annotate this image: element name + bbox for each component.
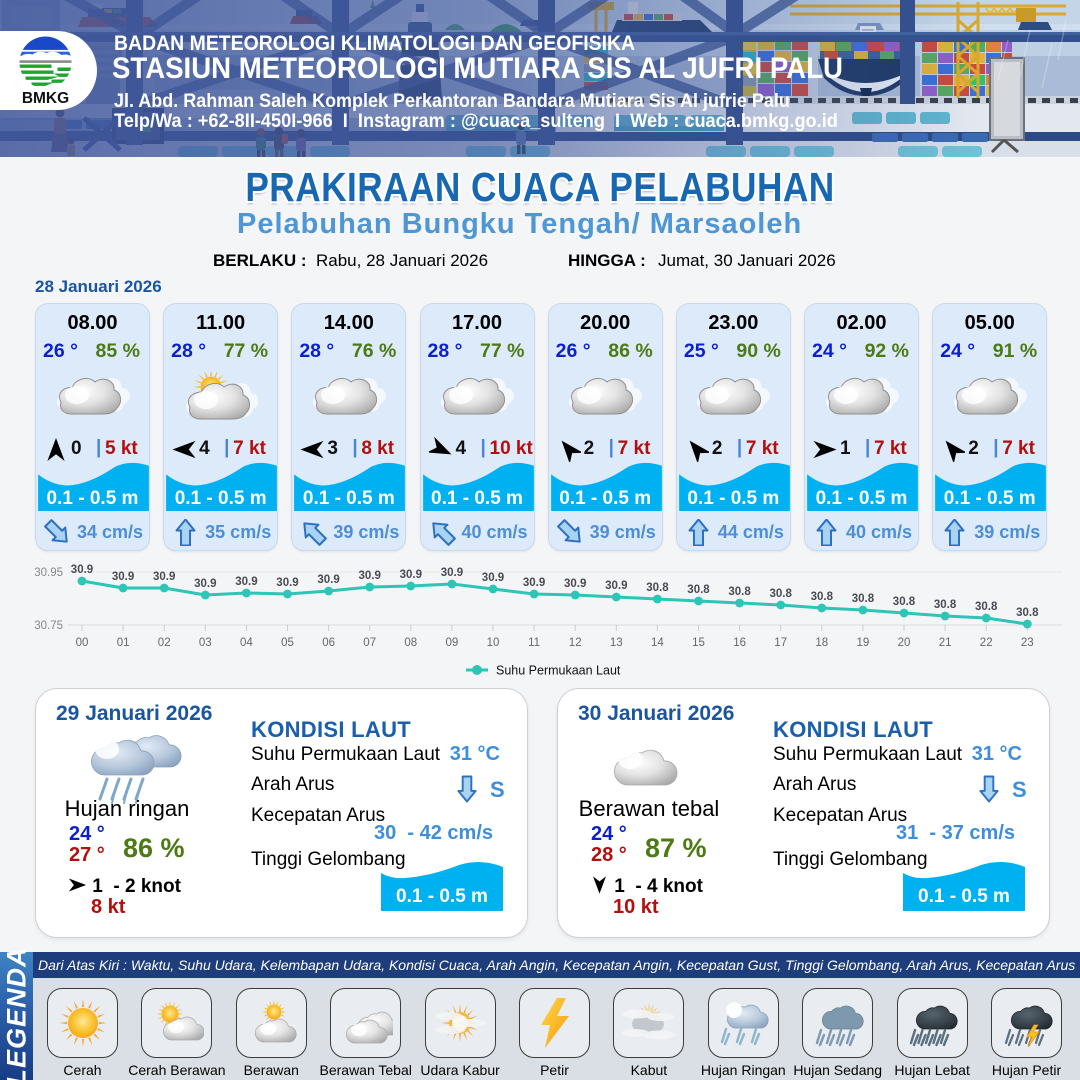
svg-text:30.9: 30.9 <box>400 569 422 581</box>
svg-text:13: 13 <box>610 637 623 649</box>
svg-text:30.8: 30.8 <box>811 591 834 603</box>
svg-text:30.8: 30.8 <box>934 599 957 611</box>
svg-text:05: 05 <box>281 637 294 649</box>
svg-text:30.9: 30.9 <box>235 576 257 588</box>
svg-text:30.8: 30.8 <box>893 596 916 608</box>
svg-text:03: 03 <box>199 637 212 649</box>
svg-text:23: 23 <box>1021 637 1034 649</box>
svg-text:30.9: 30.9 <box>564 578 586 590</box>
svg-text:30.9: 30.9 <box>71 564 93 576</box>
svg-text:30.95: 30.95 <box>34 567 63 579</box>
svg-text:30.9: 30.9 <box>112 571 134 583</box>
svg-text:08: 08 <box>404 637 417 649</box>
svg-text:22: 22 <box>980 637 993 649</box>
svg-text:02: 02 <box>158 637 171 649</box>
svg-text:30.8: 30.8 <box>728 586 751 598</box>
svg-text:09: 09 <box>446 637 459 649</box>
svg-text:30.9: 30.9 <box>605 580 627 592</box>
svg-text:Suhu Permukaan Laut: Suhu Permukaan Laut <box>496 664 621 678</box>
svg-text:04: 04 <box>240 637 253 649</box>
svg-text:30.9: 30.9 <box>482 572 504 584</box>
svg-text:30.8: 30.8 <box>1016 607 1039 619</box>
svg-text:30.9: 30.9 <box>194 578 216 590</box>
svg-text:30.9: 30.9 <box>359 570 381 582</box>
svg-text:07: 07 <box>363 637 376 649</box>
svg-text:30.9: 30.9 <box>276 577 298 589</box>
svg-text:06: 06 <box>322 637 335 649</box>
svg-text:BMKG: BMKG <box>22 90 69 107</box>
svg-text:30.8: 30.8 <box>975 601 998 613</box>
svg-text:19: 19 <box>857 637 870 649</box>
svg-text:30.9: 30.9 <box>523 577 545 589</box>
svg-text:01: 01 <box>117 637 130 649</box>
svg-text:30.8: 30.8 <box>646 582 669 594</box>
svg-text:00: 00 <box>76 637 89 649</box>
svg-text:30.8: 30.8 <box>770 588 793 600</box>
svg-text:16: 16 <box>733 637 746 649</box>
svg-text:10: 10 <box>487 637 500 649</box>
svg-text:21: 21 <box>939 637 952 649</box>
svg-text:30.8: 30.8 <box>687 584 710 596</box>
svg-text:18: 18 <box>815 637 828 649</box>
svg-text:14: 14 <box>651 637 664 649</box>
svg-text:30.9: 30.9 <box>153 571 175 583</box>
svg-text:30.9: 30.9 <box>441 567 463 579</box>
svg-text:30.8: 30.8 <box>852 593 875 605</box>
svg-text:17: 17 <box>774 637 787 649</box>
svg-text:30.75: 30.75 <box>34 620 63 632</box>
svg-text:30.9: 30.9 <box>317 574 339 586</box>
svg-text:12: 12 <box>569 637 582 649</box>
svg-text:15: 15 <box>692 637 705 649</box>
svg-text:11: 11 <box>528 637 540 649</box>
svg-text:20: 20 <box>898 637 911 649</box>
